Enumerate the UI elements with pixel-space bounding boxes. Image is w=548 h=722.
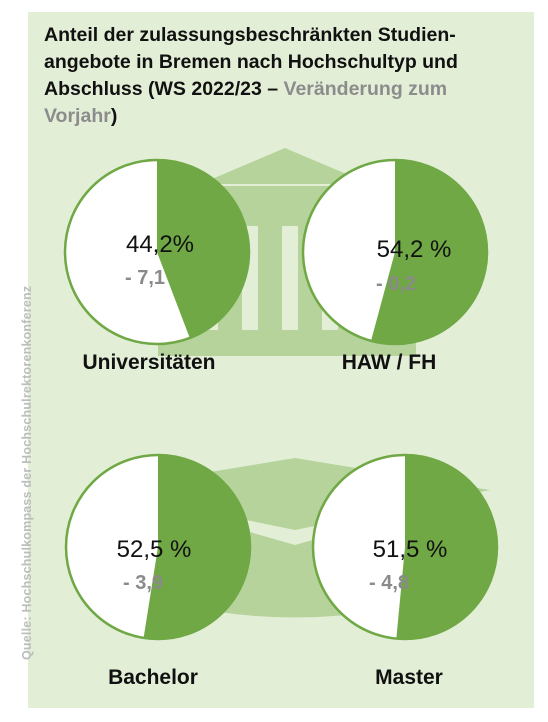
pie-value-label: 54,2 % <box>377 236 452 263</box>
pie-change-label: - 3,9 <box>123 572 163 594</box>
pie-slice <box>157 160 250 338</box>
pie-value-label: 44,2% <box>126 231 194 258</box>
pie-slice <box>371 160 487 345</box>
title-highlight: Veränderung zum Vorjahr <box>44 78 448 127</box>
pie-change-label: - 4,8 <box>369 572 409 594</box>
pie-bachelor: 52,5 % - 3,9 Bachelor <box>64 453 252 689</box>
pie-category-label: Master <box>375 666 443 689</box>
pie-haw-fh: 54,2 % - 0,2 HAW / FH <box>301 158 489 374</box>
chart-title: Anteil der zulassungsbeschränkten Studie… <box>44 22 514 130</box>
pie-category-label: HAW / FH <box>342 351 437 374</box>
pie-category-label: Universitäten <box>82 351 215 374</box>
title-main: Anteil der zulassungsbeschränkten Studie… <box>44 24 458 100</box>
pie-value-label: 52,5 % <box>117 536 192 563</box>
pie-slice <box>143 455 250 640</box>
pie-category-label: Bachelor <box>108 666 198 689</box>
pie-change-label: - 0,2 <box>376 273 416 295</box>
pie-master: 51,5 % - 4,8 Master <box>311 453 499 689</box>
pie-value-label: 51,5 % <box>373 536 448 563</box>
pie-change-label: - 7,1 <box>125 267 165 289</box>
pie-universitäten: 44,2% - 7,1 Universitäten <box>63 158 251 374</box>
pie-slice <box>396 455 498 639</box>
title-close: ) <box>110 105 118 127</box>
